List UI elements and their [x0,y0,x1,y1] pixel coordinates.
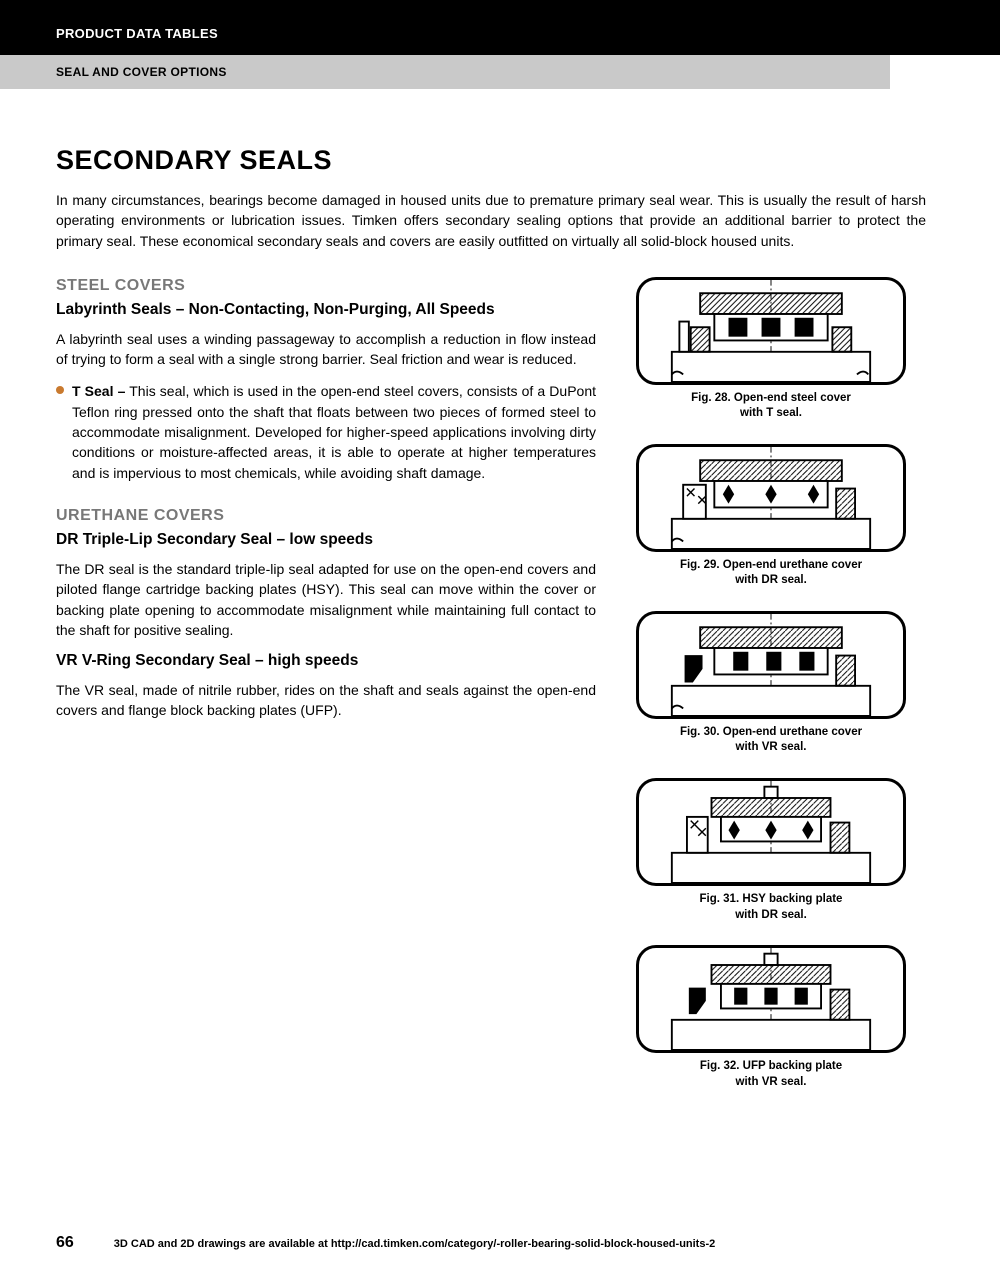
fig32-cap-l2: with VR seal. [736,1076,807,1088]
header-gray: SEAL AND COVER OPTIONS [0,55,890,89]
figure-29: Fig. 29. Open-end urethane cover with DR… [636,444,944,589]
right-column: Fig. 28. Open-end steel cover with T sea… [636,277,944,1104]
left-column: STEEL COVERS Labyrinth Seals – Non-Conta… [56,277,596,1104]
steel-covers-section: STEEL COVERS Labyrinth Seals – Non-Conta… [56,277,596,483]
tseal-text: T Seal – This seal, which is used in the… [72,381,596,482]
figure-30: Fig. 30. Open-end urethane cover with VR… [636,611,944,756]
vr-body: The VR seal, made of nitrile rubber, rid… [56,680,596,721]
figure-31-caption: Fig. 31. HSY backing plate with DR seal. [636,892,906,923]
fig31-cap-l1: Fig. 31. HSY backing plate [700,893,843,905]
tseal-body: This seal, which is used in the open-end… [72,383,596,480]
fig30-cap-l1: Fig. 30. Open-end urethane cover [680,726,862,738]
figure-32: Fig. 32. UFP backing plate with VR seal. [636,945,944,1090]
figure-32-caption: Fig. 32. UFP backing plate with VR seal. [636,1059,906,1090]
fig32-cap-l1: Fig. 32. UFP backing plate [700,1060,842,1072]
urethane-heading: URETHANE COVERS [56,507,596,525]
fig28-cap-l1: Fig. 28. Open-end steel cover [691,392,851,404]
urethane-covers-section: URETHANE COVERS DR Triple-Lip Secondary … [56,507,596,721]
fig30-cap-l2: with VR seal. [736,741,807,753]
fig31-cap-l2: with DR seal. [735,909,807,921]
tseal-bullet: T Seal – This seal, which is used in the… [56,381,596,482]
figure-28-caption: Fig. 28. Open-end steel cover with T sea… [636,391,906,422]
fig28-cap-l2: with T seal. [740,407,802,419]
intro-paragraph: In many circumstances, bearings become d… [56,190,926,251]
dr-subheading: DR Triple-Lip Secondary Seal – low speed… [56,531,596,549]
labyrinth-subheading: Labyrinth Seals – Non-Contacting, Non-Pu… [56,301,596,319]
figure-30-diagram [636,611,906,719]
fig29-cap-l2: with DR seal. [735,574,807,586]
labyrinth-body: A labyrinth seal uses a winding passagew… [56,329,596,370]
footer-text: 3D CAD and 2D drawings are available at … [114,1238,715,1250]
figure-28-diagram [636,277,906,385]
figure-30-caption: Fig. 30. Open-end urethane cover with VR… [636,725,906,756]
steel-heading: STEEL COVERS [56,277,596,295]
tseal-lead: T Seal – [72,383,125,399]
main-title: SECONDARY SEALS [56,145,944,176]
figure-28: Fig. 28. Open-end steel cover with T sea… [636,277,944,422]
page-number: 66 [56,1234,74,1252]
figure-29-caption: Fig. 29. Open-end urethane cover with DR… [636,558,906,589]
page-content: SECONDARY SEALS In many circumstances, b… [0,89,1000,1104]
figure-29-diagram [636,444,906,552]
figure-32-diagram [636,945,906,1053]
figure-31: Fig. 31. HSY backing plate with DR seal. [636,778,944,923]
bullet-icon [56,386,64,394]
vr-subheading: VR V-Ring Secondary Seal – high speeds [56,652,596,670]
fig29-cap-l1: Fig. 29. Open-end urethane cover [680,559,862,571]
dr-body: The DR seal is the standard triple-lip s… [56,559,596,640]
page-footer: 66 3D CAD and 2D drawings are available … [56,1234,944,1252]
header-black: PRODUCT DATA TABLES [0,0,1000,55]
figure-31-diagram [636,778,906,886]
two-column-layout: STEEL COVERS Labyrinth Seals – Non-Conta… [56,277,944,1104]
